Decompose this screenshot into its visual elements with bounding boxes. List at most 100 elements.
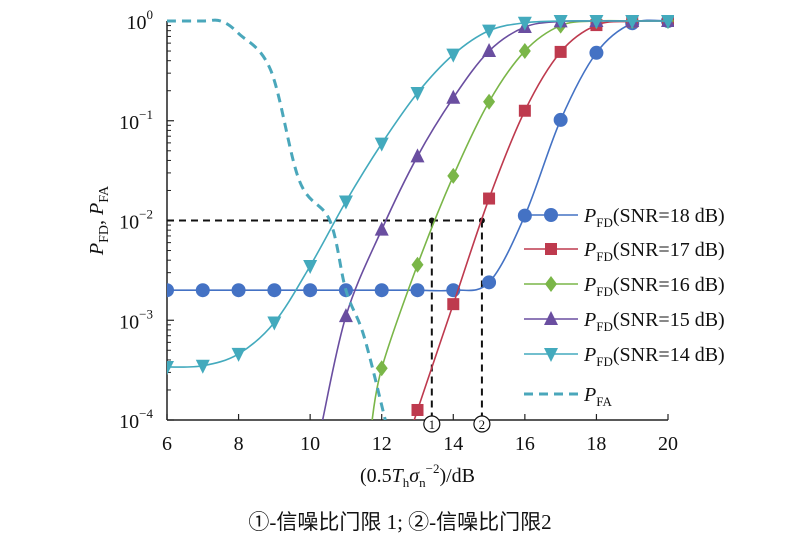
chart-svg: 6 8 10 12 14 16 18 2010010−110−210−310−4(0.5Thσ… <box>86 7 725 490</box>
legend-label-sub: FA <box>596 394 612 409</box>
x-label-text: (0.5 <box>360 465 392 487</box>
data-point <box>374 221 389 236</box>
y-tick-base: 10 <box>119 112 139 134</box>
legend-marker <box>544 348 558 362</box>
legend-label-sub: FD <box>596 215 613 230</box>
data-point <box>589 15 604 29</box>
y-tick-exponent: 0 <box>147 7 154 22</box>
series-line <box>167 18 387 420</box>
data-point <box>410 283 425 298</box>
data-point <box>411 403 424 416</box>
y-tick-label: 10−4 <box>119 406 153 433</box>
y-tick-label: 10−1 <box>119 107 153 134</box>
legend-entry: PFD(SNR=18 dB) <box>524 205 725 230</box>
data-point <box>374 283 389 298</box>
data-point <box>483 192 496 205</box>
legend-label-sub: FD <box>596 249 613 264</box>
series-line <box>320 20 668 420</box>
y-tick-label: 10−3 <box>119 306 153 333</box>
data-point <box>518 104 531 117</box>
x-axis-label: (0.5Thσn−2)/dB <box>360 461 475 490</box>
data-point <box>410 148 425 163</box>
x-label-sub: h <box>403 475 410 490</box>
data-point <box>231 347 246 362</box>
legend-entry: PFA <box>524 384 612 409</box>
legend-label-main: P <box>583 344 596 366</box>
data-point <box>374 137 389 152</box>
y-tick-exponent: −1 <box>139 107 153 122</box>
y-tick-label: 100 <box>127 7 154 34</box>
legend-label: PFD(SNR=14 dB) <box>583 344 725 369</box>
series-line <box>411 20 669 420</box>
data-point <box>195 283 210 298</box>
x-tick-label: 10 <box>300 433 320 455</box>
y-axis-label: PFD, PFA <box>86 185 112 256</box>
data-point <box>410 86 425 101</box>
data-point <box>338 308 353 323</box>
x-tick-label: 20 <box>658 433 678 455</box>
y-tick-base: 10 <box>119 212 139 234</box>
y-label-text: P <box>86 243 108 256</box>
x-label-sub: n <box>419 475 426 490</box>
data-point <box>482 24 497 39</box>
y-tick-base: 10 <box>119 311 139 333</box>
data-point <box>167 360 174 375</box>
threshold-marker-circle <box>473 415 491 433</box>
legend-marker <box>544 311 558 325</box>
x-label-text: T <box>392 465 405 487</box>
legend-label: PFA <box>583 384 612 409</box>
threshold-marker-circle <box>423 415 441 433</box>
x-tick-label: 18 <box>586 433 606 455</box>
legend-label-main: P <box>583 274 596 296</box>
y-tick-base: 10 <box>127 12 147 34</box>
series-5 <box>167 18 387 420</box>
legend-entry: PFD(SNR=16 dB) <box>524 274 725 299</box>
y-label-sub: FA <box>97 185 112 203</box>
data-point <box>554 45 567 58</box>
data-point <box>267 316 282 331</box>
legend-marker <box>545 276 557 292</box>
legend-label-main: P <box>583 205 596 227</box>
data-point <box>167 283 174 298</box>
x-tick-label: 16 <box>515 433 535 455</box>
y-label-text: , <box>86 215 108 225</box>
data-point <box>482 43 497 58</box>
legend-label-main: P <box>583 309 596 331</box>
legend-label: PFD(SNR=17 dB) <box>583 239 725 264</box>
data-point <box>446 89 461 104</box>
data-point <box>303 283 318 298</box>
legend-label-rest: (SNR=14 dB) <box>613 344 725 366</box>
x-tick-label: 8 <box>234 433 244 455</box>
legend-marker <box>545 243 557 255</box>
legend-label-rest: (SNR=17 dB) <box>613 239 725 261</box>
data-point <box>517 16 532 31</box>
x-tick-label: 6 <box>162 433 172 455</box>
y-label-text: P <box>86 203 108 216</box>
data-point <box>589 45 604 60</box>
data-point <box>483 93 496 110</box>
legend-label: PFD(SNR=16 dB) <box>583 274 725 299</box>
legend-label-sub: FD <box>596 319 613 334</box>
data-point <box>661 15 674 29</box>
y-label-sub: FD <box>97 225 112 243</box>
legend-label-rest: (SNR=18 dB) <box>613 205 725 227</box>
legend-label: PFD(SNR=18 dB) <box>583 205 725 230</box>
data-point <box>447 298 460 311</box>
data-point <box>447 167 460 184</box>
legend-marker <box>544 208 558 222</box>
data-point <box>625 15 640 29</box>
x-label-text: )/dB <box>439 465 475 487</box>
data-point <box>338 195 353 210</box>
data-point <box>231 283 246 298</box>
data-point <box>553 112 568 127</box>
data-point <box>267 283 282 298</box>
legend-entry: PFD(SNR=14 dB) <box>524 344 725 369</box>
legend-entry: PFD(SNR=17 dB) <box>524 239 725 264</box>
data-point <box>303 259 318 274</box>
threshold-label: 2 <box>479 417 486 432</box>
data-point <box>482 275 497 290</box>
legend-label-sub: FD <box>596 284 613 299</box>
data-point <box>553 15 568 29</box>
legend-label-rest: (SNR=15 dB) <box>613 309 725 331</box>
